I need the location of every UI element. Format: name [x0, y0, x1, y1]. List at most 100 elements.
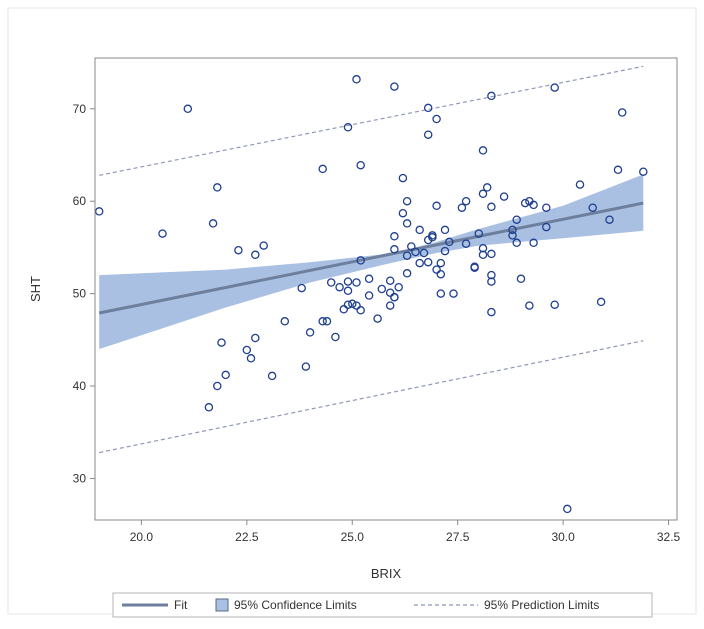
data-point	[390, 245, 399, 254]
data-point	[373, 314, 382, 323]
data-point	[158, 229, 167, 238]
x-tick-label: 25.0	[341, 530, 365, 544]
data-point	[213, 183, 222, 192]
points-layer	[94, 75, 648, 514]
data-point	[542, 203, 551, 212]
data-point	[343, 300, 353, 309]
data-point	[461, 196, 471, 206]
y-tick-label: 40	[73, 379, 87, 393]
data-point	[440, 246, 450, 256]
x-tick-label: 32.5	[657, 530, 681, 544]
data-point	[331, 332, 340, 342]
data-point	[318, 164, 327, 174]
data-point	[478, 244, 488, 253]
data-point	[478, 146, 488, 155]
x-tick-label: 30.0	[551, 530, 575, 544]
data-point	[415, 258, 424, 268]
y-tick-label: 70	[73, 102, 87, 116]
data-point	[575, 180, 585, 189]
data-point	[613, 165, 623, 175]
data-point	[423, 257, 433, 267]
data-point	[550, 83, 559, 92]
data-point	[520, 198, 530, 208]
data-point	[385, 301, 395, 310]
data-point	[423, 103, 433, 113]
data-point	[402, 219, 412, 228]
data-point	[213, 381, 222, 391]
data-point	[423, 235, 433, 245]
data-point	[508, 225, 517, 235]
data-point	[339, 305, 349, 314]
data-point	[267, 371, 277, 381]
data-point	[445, 237, 454, 247]
x-axis-label: BRIX	[371, 566, 402, 581]
y-tick-label: 60	[73, 194, 87, 208]
data-point	[234, 245, 243, 255]
legend-fit-label: Fit	[174, 598, 188, 612]
data-point	[402, 196, 412, 206]
confidence-band	[99, 174, 644, 350]
plot-frame	[94, 57, 678, 521]
data-point	[432, 201, 441, 211]
data-point	[377, 284, 387, 294]
fit-lines-layer	[98, 65, 644, 454]
data-point	[356, 160, 365, 170]
data-point	[525, 301, 534, 310]
data-point	[508, 231, 517, 240]
data-point	[390, 82, 399, 91]
data-point	[529, 238, 538, 248]
data-point	[394, 282, 403, 292]
data-point	[259, 241, 268, 250]
data-point	[398, 208, 408, 218]
data-point	[390, 293, 399, 302]
data-point	[563, 504, 572, 514]
axes-layer: 20.0 22.5 25.0 27.5 30.0 32.5 30 40 50 60 70	[73, 102, 681, 544]
data-point	[596, 297, 606, 307]
data-point	[398, 173, 408, 183]
data-point	[639, 167, 648, 176]
data-point	[364, 274, 374, 284]
data-point	[457, 203, 467, 212]
data-point	[352, 301, 361, 310]
data-point	[436, 258, 446, 268]
data-point	[487, 277, 496, 286]
data-point	[183, 104, 193, 114]
data-point	[428, 231, 437, 240]
data-point	[297, 283, 306, 293]
data-point	[348, 299, 357, 309]
data-point	[470, 262, 479, 272]
data-point	[482, 183, 492, 192]
data-point	[474, 229, 484, 238]
data-point	[221, 370, 230, 380]
data-point	[280, 317, 290, 326]
data-point	[529, 200, 538, 210]
data-point	[478, 189, 488, 199]
data-point	[352, 278, 361, 287]
y-axis-label: SHT	[28, 276, 43, 302]
y-tick-label: 30	[73, 471, 87, 485]
data-point	[550, 300, 559, 309]
data-point	[617, 108, 627, 117]
data-point	[449, 289, 458, 298]
data-point	[343, 123, 353, 132]
data-point	[242, 345, 252, 355]
data-point	[318, 317, 327, 326]
legend-prediction-label: 95% Prediction Limits	[484, 598, 599, 612]
data-point	[356, 306, 365, 315]
data-point	[423, 130, 433, 139]
data-point	[217, 338, 226, 347]
confidence-band-layer	[99, 174, 644, 350]
legend-confidence-label: 95% Confidence Limits	[234, 598, 357, 612]
x-tick-label: 20.0	[130, 530, 154, 544]
data-point	[487, 249, 496, 259]
prediction-limit-upper	[99, 65, 644, 176]
data-point	[301, 362, 311, 371]
data-point	[343, 277, 353, 286]
data-point	[251, 333, 260, 343]
prediction-limit-lower	[99, 340, 644, 454]
legend-confidence-symbol	[215, 598, 229, 612]
data-point	[407, 242, 416, 251]
data-point	[335, 282, 344, 292]
